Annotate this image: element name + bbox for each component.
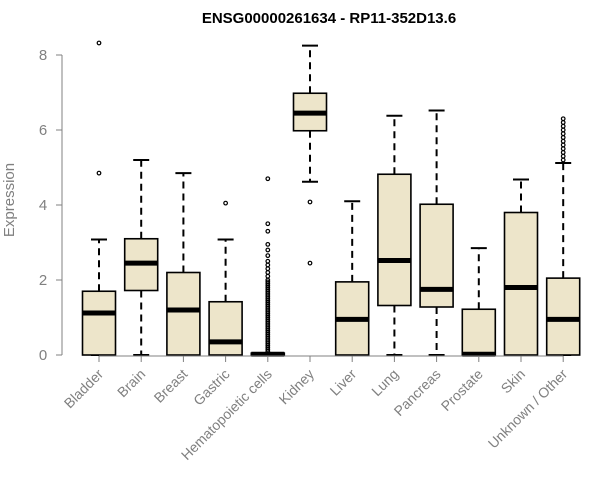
outlier-point — [265, 262, 271, 268]
plot-area — [81, 40, 581, 357]
y-tick-label: 2 — [39, 272, 47, 289]
box-iqr — [166, 271, 201, 356]
box-prostate — [461, 247, 497, 357]
outlier-point — [560, 131, 566, 137]
outlier-point — [560, 146, 566, 152]
y-tick-label: 6 — [39, 122, 47, 139]
outlier-point — [96, 170, 102, 176]
box-iqr — [377, 173, 412, 307]
y-axis: 0 2 4 6 8 — [39, 47, 63, 364]
outlier-point — [560, 127, 566, 133]
x-tick-label: Kidney — [276, 366, 318, 408]
outlier-point — [265, 247, 271, 253]
x-tick-label: Lung — [368, 366, 401, 399]
outlier-point — [96, 40, 102, 46]
box-liver — [334, 200, 370, 356]
outlier-point — [560, 153, 566, 159]
outlier-point — [265, 266, 271, 272]
box-iqr — [208, 300, 243, 356]
box-hematopoietic-cells — [250, 176, 286, 357]
x-tick-label: Liver — [327, 366, 360, 399]
outlier-point — [265, 270, 271, 275]
outlier-point — [560, 138, 566, 144]
outlier-point — [265, 176, 271, 182]
outlier-point — [265, 221, 271, 227]
box-iqr — [81, 290, 117, 356]
box-kidney — [292, 44, 328, 266]
outlier-point — [307, 199, 313, 205]
x-tick-label: Skin — [498, 366, 529, 397]
outlier-point — [223, 200, 229, 206]
x-tick-label: Pancreas — [391, 366, 444, 419]
outlier-point — [265, 241, 271, 247]
box-bladder — [81, 40, 117, 356]
x-tick-label: Prostate — [438, 366, 486, 414]
outlier-point — [560, 142, 566, 148]
outlier-point — [265, 273, 271, 279]
chart-title: ENSG00000261634 - RP11-352D13.6 — [202, 10, 456, 27]
box-iqr — [503, 211, 539, 356]
y-tick-label: 0 — [39, 347, 47, 364]
box-gastric — [208, 200, 243, 356]
outlier-point — [265, 258, 271, 264]
y-tick-label: 8 — [39, 47, 47, 64]
box-breast — [166, 172, 201, 356]
outlier-point — [265, 253, 271, 259]
box-pancreas — [419, 109, 454, 356]
outlier-point — [560, 120, 566, 125]
box-iqr — [461, 308, 497, 356]
box-unknown-other — [545, 116, 581, 356]
x-tick-label: Bladder — [61, 366, 107, 412]
box-brain — [123, 159, 159, 356]
outlier-point — [560, 150, 566, 155]
outlier-point — [560, 123, 566, 129]
outlier-point — [265, 228, 271, 234]
outlier-point — [560, 116, 566, 122]
x-tick-label: Breast — [151, 366, 191, 406]
outlier-point — [560, 157, 566, 163]
y-tick-label: 4 — [39, 197, 47, 214]
box-skin — [503, 178, 539, 356]
x-tick-label: Brain — [114, 366, 148, 400]
outlier-point — [560, 135, 566, 140]
y-axis-label: Expression — [1, 163, 18, 237]
box-iqr — [545, 277, 581, 356]
box-lung — [377, 114, 412, 356]
x-tick-label: Unknown / Other — [485, 366, 571, 452]
outlier-point — [265, 279, 271, 285]
outlier-point — [307, 260, 313, 266]
